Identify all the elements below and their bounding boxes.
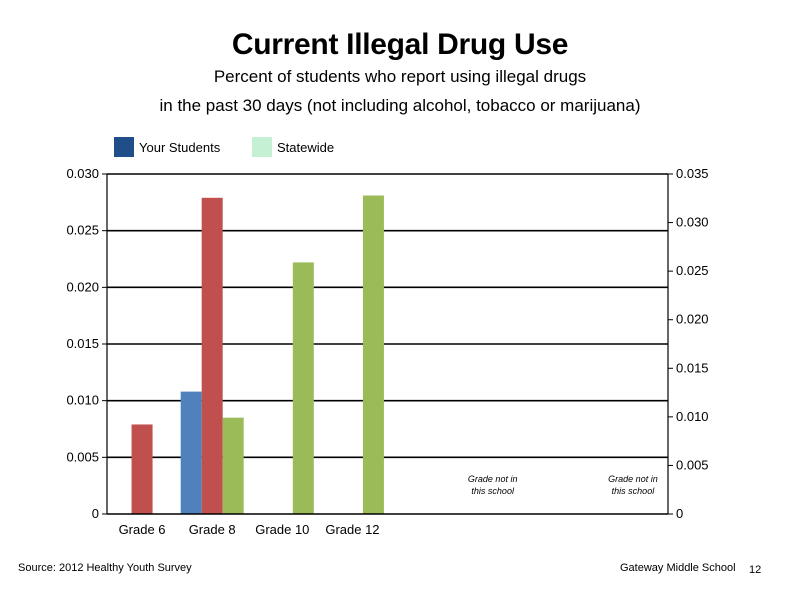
chart-title: Current Illegal Drug Use: [231, 28, 569, 61]
category-label: Grade 8: [189, 522, 236, 537]
left-axis-tick-label: 0.030: [66, 166, 99, 181]
annotation-text: this school: [471, 486, 515, 496]
bar: [222, 417, 244, 514]
source-note: Source: 2012 Healthy Youth Survey: [18, 562, 192, 574]
chart-subtitle-line-1: Percent of students who report using ill…: [213, 67, 587, 86]
bar: [292, 262, 314, 514]
category-label: Grade 6: [119, 522, 166, 537]
annotation-text: Grade not in: [468, 474, 518, 484]
page-number: 12: [749, 564, 762, 576]
left-axis-tick-label: 0.015: [66, 336, 99, 351]
legend-swatch-your-students: [114, 137, 134, 157]
left-axis-tick-label: 0.025: [66, 223, 99, 238]
legend-item-statewide: Statewide: [252, 137, 334, 157]
legend-swatch-statewide: [252, 137, 272, 157]
category-label: Grade 10: [255, 522, 309, 537]
annotation-text: this school: [612, 486, 656, 496]
right-axis-tick-label: 0.015: [676, 360, 709, 375]
chart-subtitle-line-2: in the past 30 days (not including alcoh…: [159, 96, 641, 115]
bar: [131, 424, 153, 514]
left-axis-tick-label: 0: [92, 506, 99, 521]
right-axis-tick-label: 0.035: [676, 166, 709, 181]
legend-label-your-students: Your Students: [139, 139, 221, 155]
left-axis-tick-label: 0.020: [66, 279, 99, 294]
bar: [180, 391, 202, 514]
right-axis-tick-label: 0.010: [676, 409, 709, 424]
right-axis-tick-label: 0.020: [676, 312, 709, 327]
bar: [362, 195, 384, 515]
right-axis-tick-label: 0.030: [676, 215, 709, 230]
left-axis-tick-label: 0.005: [66, 449, 99, 464]
bar: [201, 197, 223, 515]
right-axis-tick-label: 0.005: [676, 457, 709, 472]
legend-label-statewide: Statewide: [277, 139, 335, 155]
right-axis-tick-label: 0: [676, 506, 683, 521]
annotation-text: Grade not in: [608, 474, 658, 484]
left-axis-tick-label: 0.010: [66, 393, 99, 408]
right-axis-tick-label: 0.025: [676, 263, 709, 278]
school-name: Gateway Middle School: [620, 562, 736, 574]
category-label: Grade 12: [325, 522, 379, 537]
legend-item-your-students: Your Students: [114, 137, 220, 157]
